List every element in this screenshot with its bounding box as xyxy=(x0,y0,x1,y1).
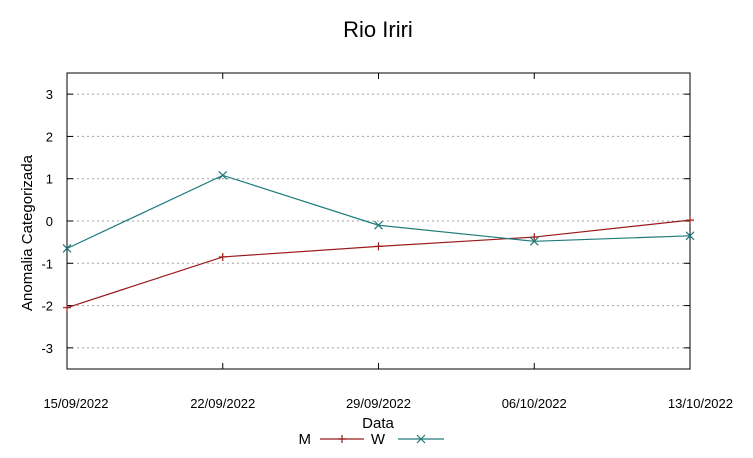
x-tick-label: 29/09/2022 xyxy=(346,396,411,411)
x-tick-label: 15/09/2022 xyxy=(43,396,108,411)
series-m-point xyxy=(530,233,539,242)
x-tick-label: 06/10/2022 xyxy=(502,396,567,411)
legend-label-m: M xyxy=(299,431,312,448)
series-w-point xyxy=(62,244,72,253)
legend-label-w: W xyxy=(371,431,386,448)
y-tick-label: -3 xyxy=(41,341,53,356)
series-w-point xyxy=(374,220,383,230)
legend-marker-m xyxy=(338,435,346,443)
series-w-point xyxy=(529,236,539,246)
series-m-point xyxy=(374,242,383,251)
y-tick-label: 2 xyxy=(46,129,53,144)
y-tick-label: 0 xyxy=(46,214,53,229)
x-axis-ticks: 15/09/2022 22/09/2022 29/09/2022 06/10/2022… xyxy=(43,73,733,411)
grid-lines xyxy=(67,93,690,349)
series-m-point xyxy=(63,303,71,312)
y-tick-label: 3 xyxy=(46,87,53,102)
y-tick-label: 1 xyxy=(46,172,53,187)
series-m-point xyxy=(218,252,227,261)
x-tick-label: 13/10/2022 xyxy=(668,396,733,411)
y-axis-ticks: 3 2 1 0 -1 -2 -3 xyxy=(41,87,690,356)
legend-marker-w xyxy=(416,434,426,444)
series-w-point xyxy=(218,170,228,180)
y-axis-label: Anomalia Categorizada xyxy=(19,154,36,311)
series-w-line xyxy=(66,174,691,250)
series-w-point xyxy=(685,231,695,241)
chart-title: Rio Iriri xyxy=(343,17,413,42)
y-tick-label: -1 xyxy=(41,256,53,271)
x-axis-label: Data xyxy=(362,415,394,432)
series-layer xyxy=(62,170,695,312)
series-m-point xyxy=(686,216,694,225)
series-m-line xyxy=(66,219,691,309)
x-tick-label: 22/09/2022 xyxy=(190,396,255,411)
y-tick-label: -2 xyxy=(41,299,53,314)
